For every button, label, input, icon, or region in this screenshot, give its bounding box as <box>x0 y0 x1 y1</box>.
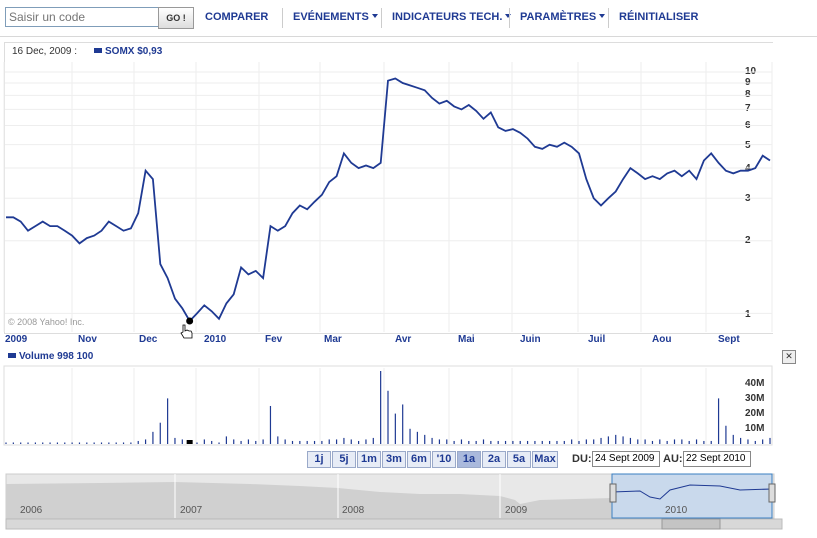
navigator-year-label: 2006 <box>20 505 43 516</box>
price-legend: SOMX $0,93 <box>94 46 162 57</box>
range-2a-button[interactable]: 2a <box>482 451 506 468</box>
range-5j-button[interactable]: 5j <box>332 451 356 468</box>
menu-divider <box>381 8 382 28</box>
navigator-year-label: 2008 <box>342 505 365 516</box>
range-max-button[interactable]: Max <box>532 451 558 468</box>
navigator-year-label: 2010 <box>665 505 688 516</box>
hover-point <box>186 317 194 325</box>
range-1a-button[interactable]: 1a <box>457 451 481 468</box>
price-legend-text: SOMX $0,93 <box>105 46 163 57</box>
to-label: AU: <box>663 453 683 465</box>
navigator-line <box>611 484 773 500</box>
range-5a-button[interactable]: 5a <box>507 451 531 468</box>
navigator-year-label: 2009 <box>505 505 528 516</box>
range-1m-button[interactable]: 1m <box>357 451 381 468</box>
x-tick-label: Juin <box>520 334 541 345</box>
from-label: DU: <box>572 453 592 465</box>
chevron-down-icon <box>599 14 606 18</box>
menu-divider <box>608 8 609 28</box>
volume-frame <box>3 365 773 446</box>
x-tick-label: 2009 <box>5 334 28 345</box>
settings-menu[interactable]: PARAMÈTRES <box>520 11 606 23</box>
y-tick-label: 8 <box>745 89 751 100</box>
menu-divider <box>509 8 510 28</box>
volume-tick-label: 40M <box>745 378 765 389</box>
price-line <box>6 77 771 323</box>
x-tick-label: Juil <box>588 334 606 345</box>
volume-tick-label: 20M <box>745 408 765 419</box>
x-tick-label: Mar <box>324 334 342 345</box>
y-tick-label: 1 <box>745 309 751 320</box>
series-swatch <box>8 353 16 358</box>
chevron-down-icon <box>371 14 378 18</box>
indicators-menu[interactable]: INDICATEURS TECH. <box>392 11 512 23</box>
range-ytd-button[interactable]: '10 <box>432 451 456 468</box>
events-menu[interactable]: EVÉNEMENTS <box>293 11 378 23</box>
chevron-down-icon <box>505 14 512 18</box>
indicators-label: INDICATEURS TECH. <box>392 11 503 23</box>
navigator-left-handle[interactable] <box>609 483 617 503</box>
grid-lines <box>3 62 773 446</box>
volume-legend: Volume 998 100 <box>8 351 93 362</box>
menu-divider <box>282 8 283 28</box>
navigator-history-area <box>6 482 612 518</box>
symbol-search-input[interactable] <box>5 7 161 27</box>
go-button[interactable]: GO ! <box>158 7 194 29</box>
volume-legend-text: Volume 998 100 <box>19 351 94 362</box>
x-tick-label: Mai <box>458 334 475 345</box>
volume-bars <box>5 371 771 444</box>
to-date-input[interactable]: 22 Sept 2010 <box>683 451 751 467</box>
range-3m-button[interactable]: 3m <box>382 451 406 468</box>
navigator[interactable] <box>5 473 783 530</box>
x-tick-label: 2010 <box>204 334 227 345</box>
from-date-input[interactable]: 24 Sept 2009 <box>592 451 660 467</box>
volume-hover-point <box>186 440 193 444</box>
y-tick-label: 9 <box>745 77 751 88</box>
range-6m-button[interactable]: 6m <box>407 451 431 468</box>
toolbar: GO ! COMPARER EVÉNEMENTS INDICATEURS TEC… <box>0 0 817 37</box>
x-tick-label: Dec <box>139 334 158 345</box>
navigator-year-label: 2007 <box>180 505 203 516</box>
copyright: © 2008 Yahoo! Inc. <box>8 317 85 327</box>
series-swatch <box>94 48 102 53</box>
compare-menu[interactable]: COMPARER <box>205 11 269 23</box>
navigator-scrollbar-track[interactable] <box>5 518 783 530</box>
x-tick-label: Nov <box>78 334 97 345</box>
reset-menu[interactable]: RÉINITIALISER <box>619 11 699 23</box>
x-tick-label: Sept <box>718 334 740 345</box>
volume-tick-label: 10M <box>745 423 765 434</box>
events-label: EVÉNEMENTS <box>293 11 369 23</box>
range-1j-button[interactable]: 1j <box>307 451 331 468</box>
x-tick-label: Avr <box>395 334 412 345</box>
y-tick-label: 7 <box>745 103 751 114</box>
x-tick-label: Fev <box>265 334 283 345</box>
navigator-scrollbar-thumb[interactable] <box>661 518 721 530</box>
navigator-right-handle[interactable] <box>768 483 776 503</box>
x-tick-label: Aou <box>652 334 672 345</box>
volume-tick-label: 30M <box>745 393 765 404</box>
close-volume-button[interactable]: ✕ <box>782 350 796 364</box>
settings-label: PARAMÈTRES <box>520 11 597 23</box>
navigator-selection[interactable] <box>611 473 773 519</box>
hand-cursor-icon <box>180 324 193 339</box>
hover-date: 16 Dec, 2009 : <box>12 46 78 57</box>
y-tick-label: 5 <box>745 140 751 151</box>
